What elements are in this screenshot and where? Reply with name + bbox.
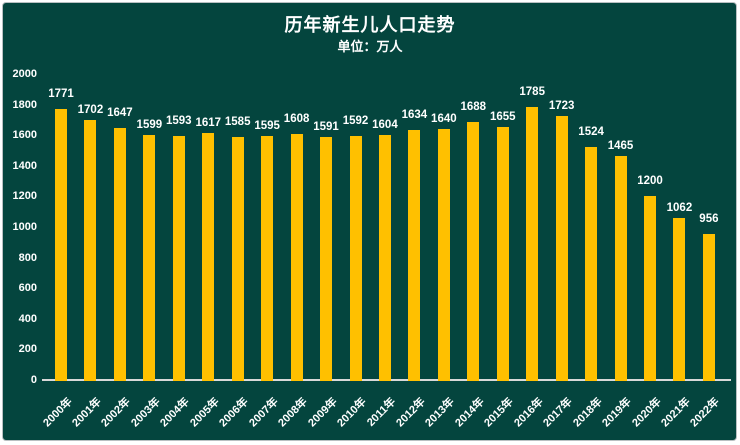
bar [673,217,686,381]
bar-value-label: 1585 [224,116,251,129]
bar [320,136,333,381]
bar [349,136,362,381]
bar-value-label: 1593 [166,115,192,128]
bar-value-label: 1771 [48,88,74,101]
chart-panel [2,2,737,441]
bar-value-label: 1785 [519,85,545,98]
bar-value-label: 1688 [460,100,487,113]
bar [467,121,480,381]
bar-value-label: 1524 [578,125,604,138]
bar-value-label: 1647 [107,107,133,119]
bar-value-label: 1591 [313,120,339,133]
bar [702,233,715,381]
bar-value-label: 1702 [77,103,104,116]
y-tick-label: 800 [18,251,37,264]
bar-value-label: 1592 [342,115,369,128]
bar [55,109,67,381]
bar [496,126,509,381]
bar [437,129,450,381]
chart-subtitle: 单位：万人 [337,39,403,54]
chart-title: 历年新生儿人口走势 [284,15,456,35]
bar-value-label: 1608 [283,112,310,125]
bar-value-label: 1617 [195,116,222,129]
y-tick-label: 600 [18,282,37,295]
bar [408,129,421,381]
bar [113,128,126,381]
y-tick-label: 1200 [12,190,37,203]
bar [614,155,627,381]
bar [585,146,598,381]
bar [202,132,215,381]
y-tick-label: 1800 [12,98,37,111]
bar-value-label: 1599 [136,119,163,132]
y-tick-label: 1000 [12,221,37,233]
y-tick-label: 1600 [12,129,37,142]
bar [261,135,274,381]
bar [290,133,303,381]
bar [378,134,391,381]
y-tick-label: 200 [18,343,37,356]
bar [84,119,97,381]
bar-value-label: 1640 [431,113,457,126]
bar [172,136,185,381]
bar-value-label: 1062 [666,201,693,214]
bar-value-label: 1604 [372,118,398,131]
bar-value-label: 1723 [548,100,575,113]
bar-value-label: 1655 [489,110,516,123]
bar-value-label: 1200 [637,175,663,188]
bar [143,135,156,381]
y-tick-label: 2000 [12,68,37,80]
bar [555,116,568,381]
y-tick-label: 0 [30,374,37,386]
bar-value-label: 1634 [401,108,428,121]
bar [644,196,656,381]
bar [526,106,539,381]
y-tick-label: 1400 [12,159,37,172]
y-tick-label: 400 [18,312,37,325]
bar-value-label: 1465 [607,139,634,152]
bar-value-label: 956 [699,212,719,225]
bar [231,137,244,381]
bar-value-label: 1595 [254,119,280,132]
